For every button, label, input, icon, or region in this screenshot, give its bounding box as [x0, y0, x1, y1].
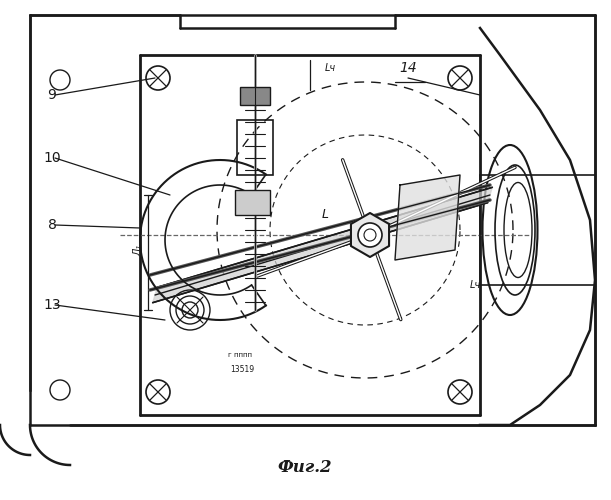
Bar — [237, 120, 273, 175]
Text: Фиг.2: Фиг.2 — [277, 460, 332, 476]
Text: Lч: Lч — [469, 280, 481, 290]
Text: г пппп: г пппп — [228, 352, 252, 358]
Polygon shape — [395, 175, 460, 260]
Text: 8: 8 — [48, 218, 56, 232]
Bar — [240, 87, 270, 105]
Polygon shape — [153, 188, 492, 302]
Circle shape — [358, 223, 382, 247]
Text: 9: 9 — [48, 88, 56, 102]
Polygon shape — [351, 213, 389, 257]
Text: 13: 13 — [43, 298, 61, 312]
Text: 13519: 13519 — [230, 366, 254, 374]
Bar — [235, 190, 270, 215]
Text: L: L — [321, 208, 329, 222]
Text: 14: 14 — [399, 61, 417, 75]
Text: 10: 10 — [43, 151, 61, 165]
Text: Л₁: Л₁ — [133, 244, 143, 256]
Text: Lч: Lч — [325, 63, 336, 73]
